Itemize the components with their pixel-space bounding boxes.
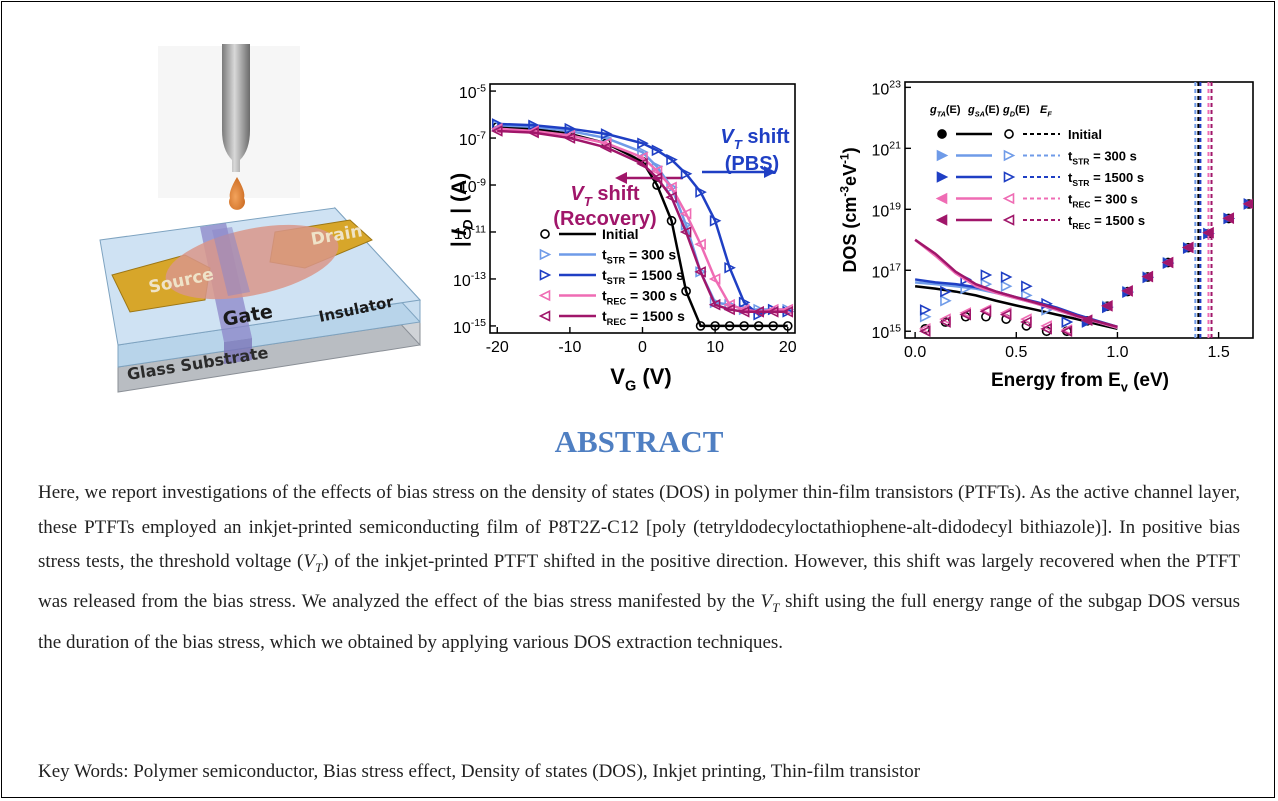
legend-label: tSTR = 1500 s bbox=[602, 267, 684, 286]
legend-marker bbox=[938, 173, 947, 182]
legend-marker bbox=[1005, 130, 1013, 138]
annotation: VT shift bbox=[720, 126, 790, 152]
x-tick-label: 20 bbox=[779, 339, 797, 356]
keywords: Key Words: Polymer semiconductor, Bias s… bbox=[38, 761, 920, 783]
y-tick-label: 1021 bbox=[871, 140, 901, 160]
legend-label: tSTR = 300 s bbox=[602, 247, 676, 266]
legend-label: tREC = 300 s bbox=[602, 288, 677, 307]
marker bbox=[1002, 273, 1011, 282]
legend-header: gD(E) bbox=[1002, 104, 1030, 118]
annotation: VT shift bbox=[570, 183, 640, 209]
y-tick-label: 10-7 bbox=[459, 129, 486, 149]
marker bbox=[1002, 282, 1011, 291]
x-tick-label: 1.0 bbox=[1106, 344, 1128, 361]
abstract-text: V bbox=[303, 551, 315, 572]
legend-marker bbox=[938, 151, 947, 160]
x-tick-label: 10 bbox=[706, 339, 724, 356]
legend-header: gTA(E) bbox=[929, 104, 961, 118]
page: { "figure": { "labels": {"source": "Sour… bbox=[0, 0, 1278, 801]
chart: 0.0 0.5 1.0 1.5 1015 1017 1019 1021 1023 Initial t… bbox=[871, 79, 1253, 361]
abstract-title: ABSTRACT bbox=[0, 424, 1278, 460]
y-axis-label: DOS (cm-3eV-1) bbox=[837, 147, 860, 272]
x-tick-label: 0.0 bbox=[904, 344, 926, 361]
legend-marker bbox=[1005, 151, 1014, 160]
legend-label: tREC = 300 s bbox=[1068, 192, 1138, 210]
legend-header: gSA(E) bbox=[967, 104, 1000, 118]
y-tick-label: 10-11 bbox=[454, 223, 486, 243]
x-tick-label: -10 bbox=[558, 339, 581, 356]
legend-marker bbox=[938, 216, 947, 225]
legend-label: Initial bbox=[602, 226, 639, 242]
y-tick-label: 1017 bbox=[871, 262, 901, 282]
legend-marker bbox=[938, 194, 947, 203]
plot-area bbox=[915, 82, 1253, 338]
y-tick-label: 10-13 bbox=[453, 270, 486, 290]
legend-label: tSTR = 300 s bbox=[1068, 149, 1137, 167]
marker bbox=[1022, 282, 1031, 291]
y-tick-label: 10-9 bbox=[459, 176, 486, 196]
marker bbox=[941, 287, 950, 296]
abstract-text: V bbox=[761, 591, 773, 612]
marker bbox=[981, 270, 990, 279]
device-illustration: Source Drain Gate Insulator Glass Substr… bbox=[100, 44, 420, 392]
legend-label: tREC = 1500 s bbox=[1068, 213, 1145, 231]
x-tick-label: 0.5 bbox=[1005, 344, 1027, 361]
legend-label: tSTR = 1500 s bbox=[1068, 170, 1144, 188]
y-tick-label: 10-5 bbox=[459, 82, 486, 102]
legend-marker bbox=[541, 250, 550, 259]
x-axis-label: VG (V) bbox=[610, 364, 671, 395]
y-tick-label: 1019 bbox=[871, 201, 901, 221]
legend-marker bbox=[541, 312, 550, 321]
legend-marker bbox=[1005, 216, 1014, 225]
y-tick-label: 10-15 bbox=[453, 317, 486, 337]
figure: Source Drain Gate Insulator Glass Substr… bbox=[0, 0, 1278, 410]
legend-marker bbox=[1005, 173, 1014, 182]
legend-header: EF bbox=[1040, 104, 1052, 118]
legend-marker bbox=[1005, 194, 1014, 203]
marker bbox=[941, 296, 950, 305]
x-tick-label: -20 bbox=[486, 339, 509, 356]
legend-marker bbox=[938, 130, 946, 138]
legend-label: Initial bbox=[1068, 127, 1102, 142]
legend-marker bbox=[541, 291, 550, 300]
legend-label: tREC = 1500 s bbox=[602, 308, 685, 327]
x-tick-label: 1.5 bbox=[1207, 344, 1229, 361]
x-tick-label: 0 bbox=[638, 339, 647, 356]
marker bbox=[1062, 318, 1071, 327]
marker bbox=[921, 305, 930, 314]
legend-marker bbox=[541, 230, 549, 238]
y-tick-label: 1023 bbox=[871, 79, 901, 99]
y-tick-label: 1015 bbox=[871, 323, 901, 343]
abstract-paragraph: Here, we report investigations of the ef… bbox=[38, 476, 1240, 660]
legend-marker bbox=[541, 271, 550, 280]
x-axis-label: Energy from Ev (eV) bbox=[991, 370, 1169, 395]
